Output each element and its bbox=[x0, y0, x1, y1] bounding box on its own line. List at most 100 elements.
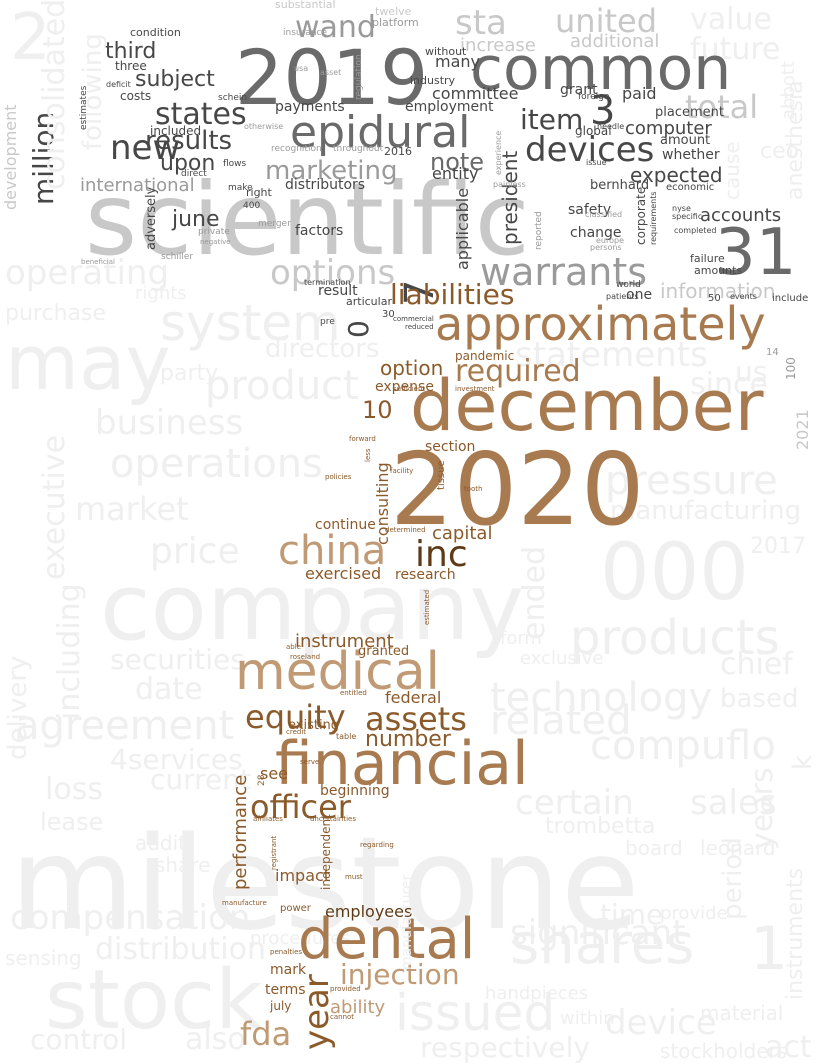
word-cannot: cannot bbox=[330, 1013, 355, 1022]
word-significant: significant bbox=[510, 913, 686, 954]
word-instruments: instruments bbox=[783, 867, 808, 1000]
word-provide: provide bbox=[660, 902, 728, 924]
word-medical: medical bbox=[235, 641, 441, 702]
word-beginning: beginning bbox=[320, 783, 390, 800]
word-schein: schein bbox=[218, 93, 248, 104]
word-change: change bbox=[570, 225, 622, 242]
word-approximately: approximately bbox=[435, 296, 766, 351]
word-section: section bbox=[425, 439, 476, 456]
word-28: 28 bbox=[257, 774, 267, 786]
word-provided: provided bbox=[330, 985, 361, 994]
word-policies: policies bbox=[325, 473, 352, 482]
word-december: december bbox=[410, 364, 764, 447]
word-completed: completed bbox=[674, 226, 717, 236]
word-ability: ability bbox=[330, 996, 386, 1018]
word-number: number bbox=[365, 727, 451, 753]
word-included: included bbox=[150, 123, 202, 138]
word-information: information bbox=[660, 279, 776, 303]
word-securities: securities bbox=[110, 643, 245, 677]
word-000: 000 bbox=[600, 527, 749, 618]
word-deficit: deficit bbox=[106, 80, 131, 90]
word-options: options bbox=[270, 253, 396, 294]
word-committee: committee bbox=[432, 84, 519, 104]
word-manufacturing: manufacturing bbox=[610, 495, 802, 526]
word-president: president bbox=[498, 150, 522, 245]
word-product: product bbox=[205, 363, 359, 409]
word-determined: determined bbox=[385, 526, 426, 535]
word-july: july bbox=[270, 998, 292, 1013]
word-since: since bbox=[690, 366, 768, 402]
word-common: common bbox=[470, 34, 732, 104]
word-handpieces: handpieces bbox=[485, 982, 589, 1004]
word-epidural: epidural bbox=[290, 106, 471, 158]
word-computer: computer bbox=[625, 117, 712, 139]
word-power: power bbox=[280, 902, 311, 914]
word-ended: ended bbox=[517, 545, 552, 640]
word-statements: statements bbox=[515, 335, 708, 376]
word-procedures: procedures bbox=[250, 927, 351, 949]
word-period: period bbox=[718, 837, 748, 920]
word-factors: factors bbox=[295, 223, 344, 240]
word-right: right bbox=[246, 185, 272, 199]
word-time: time bbox=[600, 898, 664, 932]
word-impact: impact bbox=[275, 866, 331, 886]
word-persons: persons bbox=[590, 243, 622, 253]
word-issued: issued bbox=[395, 983, 556, 1042]
word-reported: reported bbox=[534, 211, 544, 250]
word-2019: 2019 bbox=[235, 33, 429, 123]
word-estimates: estimates bbox=[79, 85, 89, 130]
word-system: system bbox=[160, 293, 341, 352]
word-wand: wand bbox=[295, 9, 376, 45]
word-applicable: applicable bbox=[453, 187, 472, 270]
word-distributors: distributors bbox=[285, 177, 366, 194]
word-inc: inc bbox=[415, 534, 468, 576]
word-option: option bbox=[380, 356, 444, 380]
word-instrument: instrument bbox=[295, 630, 394, 652]
word-experience: experience bbox=[494, 130, 503, 175]
word-entity: entity bbox=[432, 164, 479, 184]
word-twelve: twelve bbox=[375, 4, 412, 18]
word-directors: directors bbox=[265, 333, 380, 364]
word-direct: direct bbox=[181, 169, 207, 180]
word-able: able bbox=[286, 643, 301, 652]
word-control: control bbox=[30, 1023, 128, 1057]
word-throughout: throughout bbox=[333, 144, 384, 155]
word-injection: injection bbox=[340, 958, 460, 992]
word-technology: technology bbox=[490, 675, 713, 721]
word-respectively: respectively bbox=[420, 1031, 591, 1064]
word-business: business bbox=[95, 403, 244, 444]
word-audit: audit bbox=[135, 831, 187, 855]
word-world: world bbox=[616, 280, 641, 291]
word-regulation: regulation bbox=[354, 54, 364, 100]
word-future: future bbox=[690, 31, 781, 67]
word-substantial: substantial bbox=[275, 0, 336, 11]
word-roseland: roseland bbox=[290, 653, 321, 662]
word-usa: usa bbox=[294, 64, 309, 74]
word-year: year bbox=[297, 974, 337, 1050]
word-tooth: tooth bbox=[464, 485, 483, 494]
word-operating: operating bbox=[5, 253, 170, 294]
word-registrant: registrant bbox=[270, 835, 278, 870]
word-sensing: sensing bbox=[5, 946, 82, 970]
word-payments: payments bbox=[275, 99, 345, 116]
word-1: 1 bbox=[750, 914, 789, 984]
word-events: events bbox=[730, 292, 757, 302]
word-employees: employees bbox=[325, 902, 413, 922]
word-many: many bbox=[435, 52, 480, 72]
word-required: required bbox=[455, 353, 581, 389]
word-party: party bbox=[160, 361, 219, 387]
word-2020: 2020 bbox=[390, 431, 645, 548]
word-company: company bbox=[100, 553, 525, 661]
word-financial: financial bbox=[275, 729, 529, 799]
word-pressure: pressure bbox=[605, 458, 778, 504]
word-warrants: warrants bbox=[480, 249, 648, 294]
word-leonard: leonard bbox=[700, 836, 776, 860]
word-merger: merger bbox=[258, 219, 291, 230]
word-abbott: abbott bbox=[778, 60, 799, 120]
word-amount: amount bbox=[660, 132, 711, 148]
word-within: within bbox=[560, 1007, 615, 1029]
word-table: table bbox=[336, 732, 357, 742]
word-one: one bbox=[626, 287, 653, 304]
word-granted: granted bbox=[358, 643, 410, 659]
word-sufficient: sufficient bbox=[393, 385, 426, 394]
